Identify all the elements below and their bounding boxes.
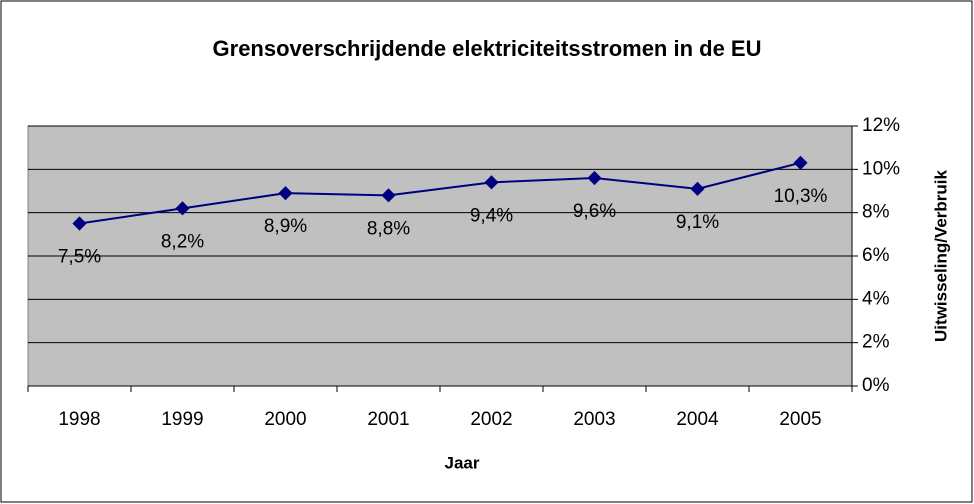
x-tick-label: 2004 — [676, 409, 719, 430]
data-label: 8,2% — [161, 231, 204, 252]
y-tick-label: 8% — [862, 202, 890, 223]
y-tick-label: 0% — [862, 375, 890, 396]
line — [79, 161, 801, 225]
marker — [793, 155, 808, 170]
y-tick-label: 10% — [862, 158, 900, 179]
chart-title: Grensoverschrijdende elektriciteitsstrom… — [213, 36, 762, 61]
y-tick-label: 4% — [862, 288, 890, 309]
y-tick-label: 6% — [862, 245, 890, 266]
data-label: 9,6% — [573, 201, 616, 222]
data-label: 9,1% — [676, 212, 719, 233]
data-label: 7,5% — [58, 247, 101, 268]
marker — [278, 186, 293, 201]
x-tick-label: 2003 — [573, 409, 615, 430]
y-axis-label: Uitwisseling/Verbruik — [931, 169, 950, 341]
data-label: 10,3% — [774, 186, 828, 207]
x-tick-label: 1999 — [161, 409, 203, 430]
marker — [381, 188, 396, 203]
x-tick-label: 2005 — [779, 409, 821, 430]
x-tick-label: 1998 — [58, 409, 100, 430]
marker — [484, 175, 499, 190]
data-label: 9,4% — [470, 205, 513, 226]
marker — [175, 201, 190, 216]
y-tick-label: 2% — [862, 332, 890, 353]
x-tick-label: 2002 — [470, 409, 512, 430]
data-label: 8,9% — [264, 216, 307, 237]
marker — [587, 170, 602, 186]
data-label: 8,8% — [367, 218, 410, 239]
x-axis-label: Jaar — [445, 453, 480, 472]
x-tick-label: 2001 — [367, 409, 409, 430]
y-tick-label: 12% — [862, 115, 900, 136]
x-tick-label: 2000 — [264, 409, 306, 430]
marker — [690, 181, 705, 196]
